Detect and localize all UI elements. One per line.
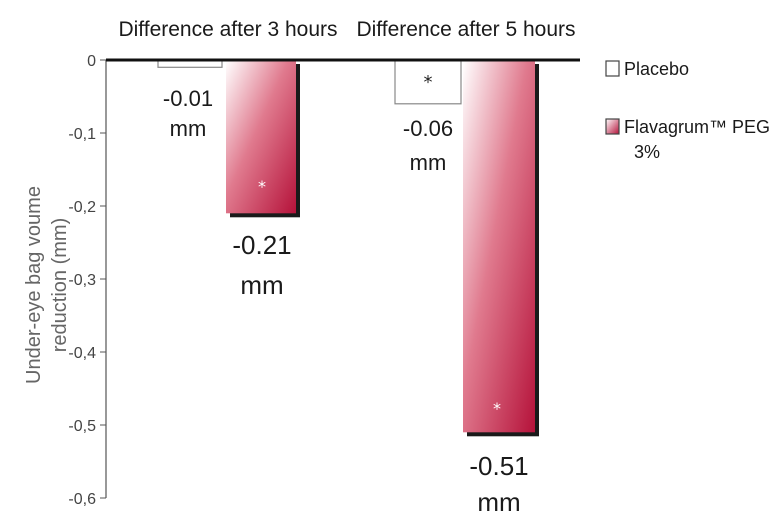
data-label-placebo-3h-value: -0.01 xyxy=(163,86,213,111)
y-tick-label: 0 xyxy=(87,53,96,70)
legend: Placebo Flavagrum™ PEG 3% xyxy=(605,59,770,162)
category-label-3-hours: Difference after 3 hours xyxy=(118,18,337,41)
legend-swatch-flavagrum xyxy=(605,118,620,135)
data-label-flavagrum-3h-value: -0.21 xyxy=(232,230,291,260)
significance-star: * xyxy=(493,399,501,418)
data-label-placebo-3h-unit: mm xyxy=(170,116,207,141)
y-tick-label: -0,2 xyxy=(68,199,96,216)
data-label-flavagrum-3h-unit: mm xyxy=(240,270,283,300)
significance-star: * xyxy=(424,72,433,93)
legend-label-flavagrum: Flavagrum™ PEG xyxy=(624,117,770,137)
data-label-placebo-5h-value: -0.06 xyxy=(403,116,453,141)
y-tick-label: -0,4 xyxy=(68,345,96,362)
category-label-5-hours: Difference after 5 hours xyxy=(356,18,575,41)
y-axis-ticks: 0 -0,1 -0,2 -0,3 -0,4 -0,5 -0,6 xyxy=(68,53,106,508)
legend-swatch-placebo xyxy=(605,60,620,77)
bars: * * * -0.01 mm -0.06 mm -0.21 mm -0.51 mm xyxy=(157,59,539,517)
y-axis-title-line-2: reduction (mm) xyxy=(49,218,71,352)
bar-flavagrum-0 xyxy=(226,60,296,214)
y-axis-title-line-1: Under-eye bag voume xyxy=(23,186,45,384)
y-tick-label: -0,1 xyxy=(68,126,96,143)
significance-star: * xyxy=(258,177,266,196)
data-label-placebo-5h-unit: mm xyxy=(410,150,447,175)
bar-placebo-1 xyxy=(394,59,462,105)
y-axis-title: Under-eye bag voume reduction (mm) xyxy=(23,186,71,384)
legend-label-placebo: Placebo xyxy=(624,59,689,79)
y-tick-label: -0,6 xyxy=(68,491,96,508)
data-label-flavagrum-5h-unit: mm xyxy=(477,487,520,517)
legend-label-flavagrum-line-2: 3% xyxy=(634,142,660,162)
y-tick-label: -0,3 xyxy=(68,272,96,289)
y-tick-label: -0,5 xyxy=(68,418,96,435)
bar-flavagrum-1 xyxy=(463,60,535,433)
data-label-flavagrum-5h-value: -0.51 xyxy=(469,451,528,481)
